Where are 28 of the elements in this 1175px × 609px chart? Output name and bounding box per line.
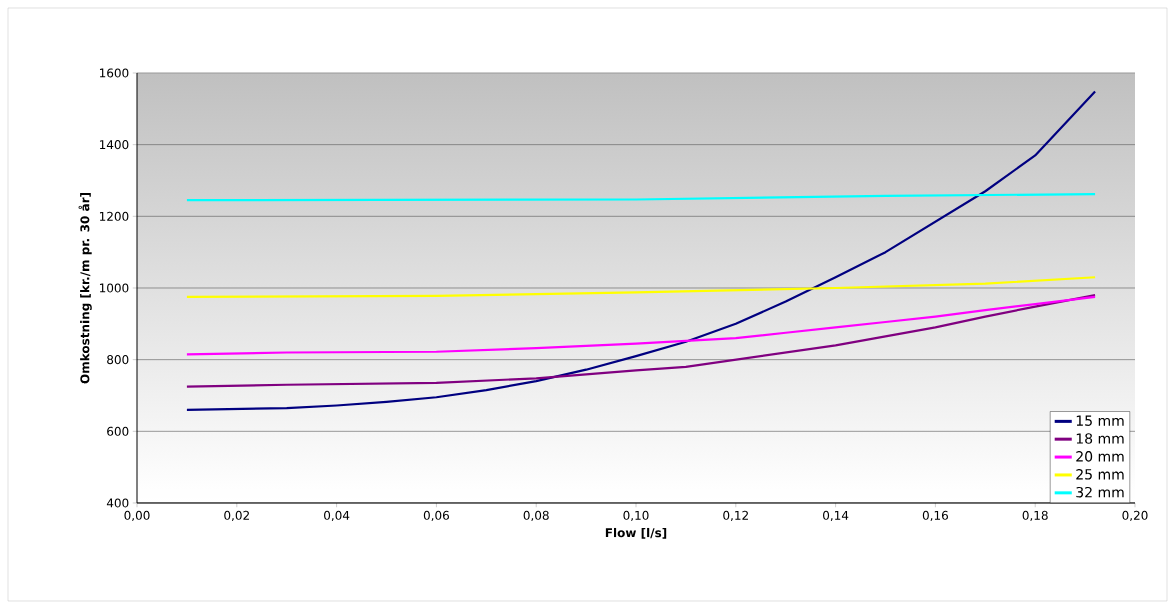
x-tick-label: 0,08 (523, 510, 549, 522)
x-axis-title: Flow [l/s] (605, 527, 667, 539)
x-tick-label: 0,04 (324, 510, 350, 522)
y-axis-title: Omkostning [kr./m pr. 30 år] (78, 193, 92, 384)
x-tick-label: 0,14 (823, 510, 849, 522)
line-series (185, 193, 1097, 202)
legend-label: 18 mm (1076, 433, 1124, 444)
legend-label: 20 mm (1076, 451, 1124, 462)
y-tick-label: 1200 (99, 211, 129, 221)
x-tick-label: 0,06 (423, 510, 450, 522)
y-tick-label: 800 (107, 355, 129, 365)
legend-label: 32 mm (1076, 486, 1124, 498)
y-tick-label: 400 (106, 498, 129, 508)
line-series (185, 295, 1097, 356)
x-tick-label: 0,02 (224, 510, 249, 522)
x-tick-label: 0,00 (124, 510, 150, 522)
x-tick-label: 0,12 (723, 510, 748, 522)
x-tick-label: 0,16 (922, 510, 949, 522)
y-tick-label: 1400 (99, 140, 129, 150)
legend-label: 25 mm (1076, 469, 1124, 480)
x-tick-label: 0,18 (1022, 510, 1048, 522)
legend-label: 15 mm (1076, 415, 1124, 426)
y-tick-label: 1000 (99, 283, 129, 293)
x-tick-label: 0,20 (1122, 510, 1148, 522)
line-series (185, 276, 1097, 299)
x-tick-label: 0,10 (623, 510, 649, 522)
y-tick-label: 1600 (99, 68, 129, 78)
y-tick-label: 600 (107, 426, 129, 436)
